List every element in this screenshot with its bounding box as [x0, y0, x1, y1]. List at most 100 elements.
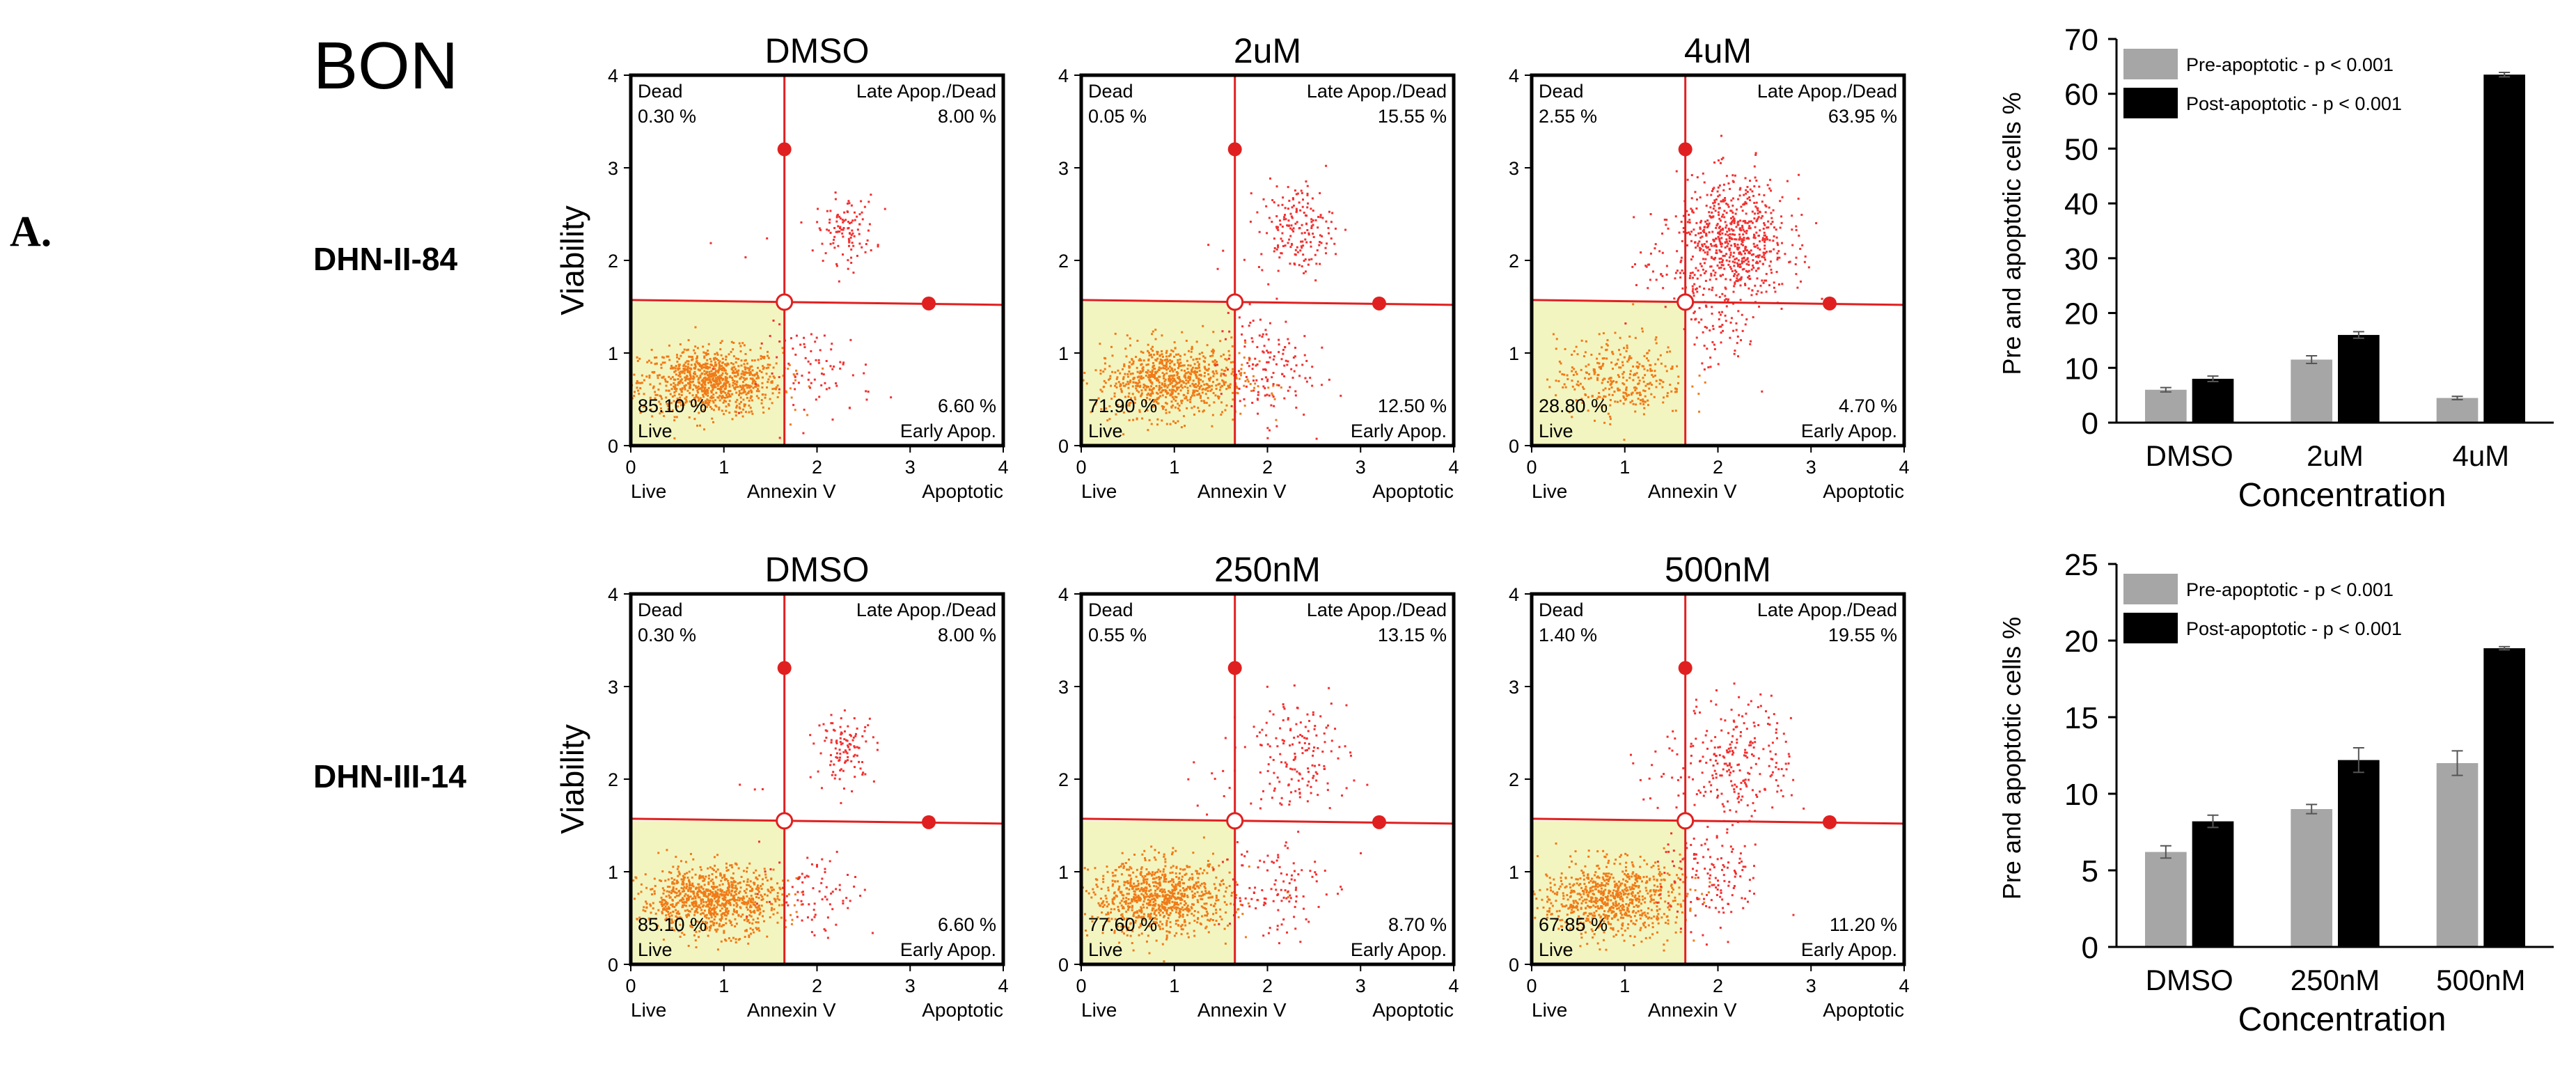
event-dot: [836, 214, 839, 217]
event-dot: [1759, 284, 1762, 287]
event-dot: [744, 359, 747, 361]
event-dot: [1247, 380, 1250, 383]
event-dot: [667, 355, 670, 358]
event-dot: [721, 395, 724, 398]
event-dot: [1288, 238, 1291, 241]
y-tick-label: 1: [608, 862, 618, 883]
event-dot: [700, 876, 702, 879]
event-dot: [723, 382, 725, 384]
event-dot: [1749, 180, 1752, 182]
event-dot: [1289, 235, 1292, 237]
event-dot: [748, 390, 751, 393]
event-dot: [702, 345, 705, 348]
event-dot: [1779, 226, 1782, 229]
event-dot: [1203, 383, 1206, 386]
event-dot: [661, 901, 663, 904]
event-dot: [712, 912, 714, 915]
event-dot: [1619, 336, 1621, 339]
event-dot: [737, 386, 739, 389]
event-dot: [1150, 347, 1153, 350]
event-dot: [657, 389, 660, 391]
event-dot: [1650, 384, 1653, 386]
event-dot: [1739, 252, 1742, 255]
event-dot: [686, 899, 689, 902]
event-dot: [734, 918, 737, 920]
event-dot: [1626, 395, 1628, 398]
event-dot: [700, 891, 702, 893]
event-dot: [718, 896, 721, 899]
event-dot: [1169, 375, 1172, 377]
event-dot: [1215, 370, 1218, 373]
event-dot: [683, 895, 686, 898]
event-dot: [1713, 187, 1715, 189]
event-dot: [1147, 343, 1149, 346]
quadrant-dead-value: 0.30 %: [638, 625, 696, 645]
event-dot: [1695, 267, 1697, 269]
event-dot: [1083, 372, 1086, 375]
gate-handle-right: [1823, 296, 1837, 311]
event-dot: [1301, 363, 1304, 366]
event-dot: [1754, 237, 1757, 240]
event-dot: [740, 388, 743, 391]
event-dot: [744, 373, 746, 376]
event-dot: [1786, 180, 1789, 182]
event-dot: [1695, 336, 1698, 339]
event-dot: [826, 916, 829, 919]
event-dot: [1294, 222, 1297, 225]
event-dot: [1604, 395, 1607, 398]
event-dot: [699, 375, 702, 377]
event-dot: [642, 405, 645, 408]
event-dot: [1774, 290, 1777, 293]
event-dot: [846, 739, 849, 742]
event-dot: [1277, 228, 1280, 231]
event-dot: [720, 354, 723, 356]
event-dot: [1674, 409, 1677, 412]
gate-handle-right: [1372, 296, 1386, 311]
event-dot: [1163, 359, 1166, 361]
event-dot: [712, 881, 715, 884]
event-dot: [1216, 361, 1218, 363]
event-dot: [1699, 249, 1702, 252]
event-dot: [1555, 347, 1557, 350]
event-dot: [708, 401, 711, 404]
event-dot: [1168, 890, 1170, 893]
y-tick-label: 2: [608, 251, 618, 272]
event-dot: [1154, 377, 1156, 380]
event-dot: [698, 930, 701, 933]
event-dot: [1725, 259, 1728, 262]
event-dot: [1771, 221, 1774, 224]
event-dot: [829, 231, 832, 234]
event-dot: [1662, 381, 1665, 384]
event-dot: [1161, 355, 1164, 358]
event-dot: [839, 756, 842, 759]
event-dot: [1197, 407, 1200, 409]
event-dot: [1698, 410, 1701, 413]
event-dot: [716, 902, 718, 904]
event-dot: [748, 411, 751, 414]
event-dot: [808, 903, 810, 906]
event-dot: [1191, 877, 1194, 879]
event-dot: [1755, 179, 1758, 182]
event-dot: [1709, 329, 1711, 332]
event-dot: [710, 909, 713, 911]
event-dot: [694, 373, 697, 375]
event-dot: [1266, 378, 1269, 381]
event-dot: [1690, 197, 1693, 200]
event-dot: [834, 774, 837, 776]
event-dot: [1609, 423, 1612, 425]
event-dot: [725, 409, 728, 412]
event-dot: [1139, 370, 1142, 373]
event-dot: [1179, 385, 1182, 388]
event-dot: [1152, 330, 1154, 333]
event-dot: [1128, 888, 1131, 891]
event-dot: [1124, 902, 1127, 905]
event-dot: [1142, 368, 1145, 371]
event-dot: [835, 230, 838, 233]
event-dot: [1713, 199, 1716, 202]
event-dot: [1161, 405, 1163, 407]
event-dot: [1301, 240, 1304, 243]
event-dot: [1173, 892, 1176, 895]
event-dot: [766, 386, 769, 389]
event-dot: [1731, 233, 1734, 236]
event-dot: [1145, 891, 1147, 894]
